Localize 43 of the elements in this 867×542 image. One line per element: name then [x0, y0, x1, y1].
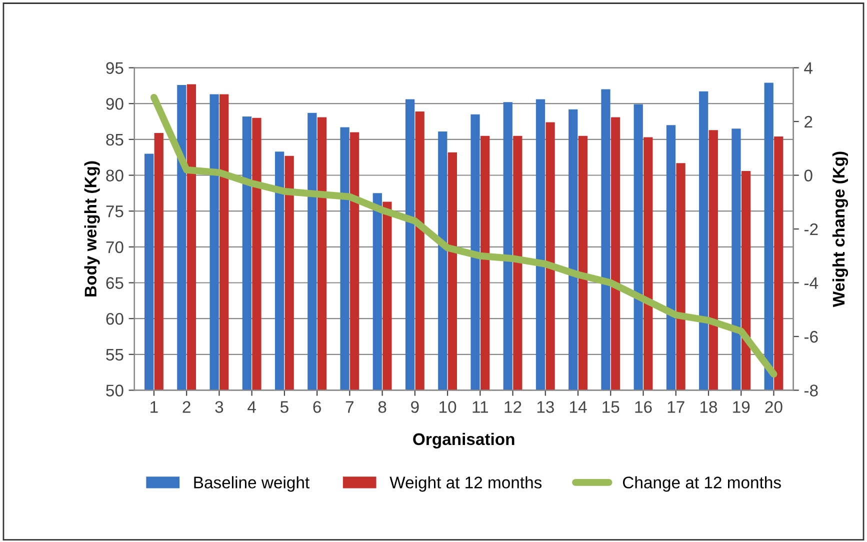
x-tick-label: 12 [504, 401, 522, 413]
y-tick-label: 70 [106, 241, 124, 254]
y2-tick-label: -4 [804, 277, 818, 289]
x-tick-label: 13 [537, 401, 554, 413]
x-tick-label: 3 [215, 401, 224, 413]
y-tick-label: 55 [106, 348, 124, 361]
y-tick-label: 85 [106, 134, 124, 146]
y2-tick-label: -2 [804, 223, 818, 236]
x-tick-label: 2 [182, 401, 190, 413]
x-tick-label: 10 [440, 401, 456, 413]
legend-label: Baseline weight [194, 476, 310, 492]
y-tick-label: 60 [106, 312, 124, 325]
y2-tick-label: 2 [804, 116, 812, 128]
y2-axis-title: Weight change (Kg) [832, 152, 848, 308]
x-tick-label: 8 [378, 401, 386, 413]
y-tick-label: 75 [106, 206, 124, 218]
x-tick-label: 6 [313, 401, 321, 413]
y2-tick-label: 0 [804, 170, 812, 182]
legend-label: Weight at 12 months [390, 476, 542, 492]
x-tick-label: 20 [765, 401, 782, 413]
y2-tick-label: -8 [804, 384, 818, 396]
x-tick-label: 19 [733, 401, 750, 413]
legend-label: Change at 12 months [622, 476, 781, 492]
x-axis-title: Organisation [413, 432, 514, 448]
y-tick-label: 95 [106, 62, 124, 74]
y-axis-title: Body weight (Kg) [84, 161, 100, 296]
y-tick-label: 80 [106, 170, 124, 182]
x-tick-label: 18 [700, 401, 718, 413]
y-tick-label: 50 [106, 384, 124, 396]
y-tick-label: 65 [106, 277, 124, 289]
x-tick-label: 14 [570, 401, 587, 413]
x-tick-label: 17 [668, 401, 684, 413]
x-tick-label: 7 [346, 401, 354, 413]
x-tick-label: 16 [635, 401, 652, 413]
y2-tick-label: -6 [804, 330, 818, 343]
x-tick-label: 15 [602, 401, 620, 413]
x-tick-label: 9 [411, 401, 419, 413]
x-tick-label: 1 [150, 401, 158, 413]
x-tick-label: 11 [472, 401, 488, 413]
y-tick-label: 90 [106, 98, 124, 110]
x-tick-label: 5 [280, 401, 288, 413]
y2-tick-label: 4 [804, 62, 813, 74]
x-tick-label: 4 [248, 401, 256, 413]
